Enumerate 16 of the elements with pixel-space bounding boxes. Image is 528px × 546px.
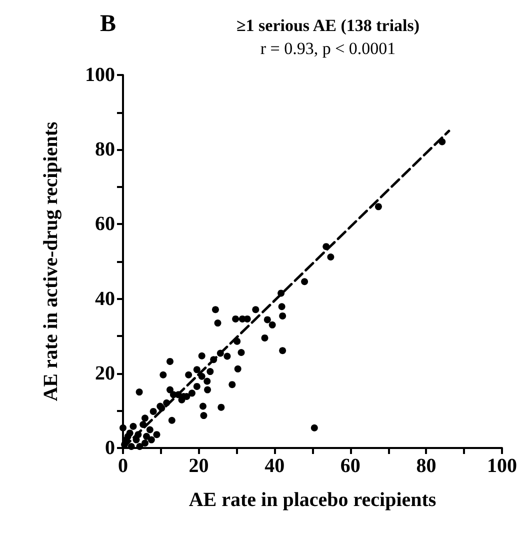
y-tick-label: 60 (95, 213, 115, 236)
x-axis-title: AE rate in placebo recipients (188, 489, 436, 511)
chart-subtitle: r = 0.93, p < 0.0001 (260, 39, 396, 58)
y-tick-label: 40 (95, 288, 115, 310)
y-tick-label: 20 (95, 362, 115, 384)
x-tick-label: 20 (188, 455, 209, 477)
x-tick-label: 40 (264, 455, 285, 477)
chart-title: ≥1 serious AE (138 trials) (236, 16, 420, 35)
y-axis-title: AE rate in active-drug recipients (40, 122, 62, 402)
y-tick-label: 0 (105, 437, 115, 459)
text: B (100, 11, 116, 37)
x-tick-label: 60 (340, 455, 360, 477)
y-tick-label: 80 (95, 138, 115, 161)
x-tick-label: 80 (416, 455, 436, 477)
x-tick-label: 100 (487, 455, 517, 477)
y-tick-label: 100 (85, 64, 115, 86)
